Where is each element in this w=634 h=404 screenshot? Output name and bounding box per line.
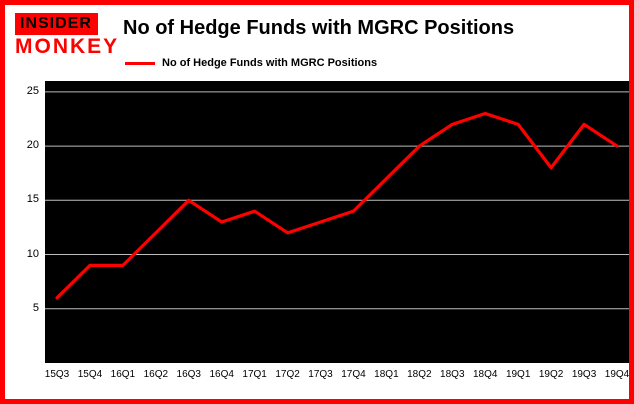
x-tick-label: 19Q2 — [538, 369, 564, 380]
y-tick-label: 15 — [26, 193, 39, 206]
x-tick-label: 18Q4 — [473, 369, 498, 380]
chart-title: No of Hedge Funds with MGRC Positions — [123, 17, 515, 39]
logo-insider-text: INSIDER — [15, 13, 98, 35]
x-tick-label: 17Q2 — [275, 369, 300, 380]
legend-label: No of Hedge Funds with MGRC Positions — [162, 57, 378, 69]
x-tick-label: 17Q3 — [308, 369, 333, 380]
legend-line-swatch — [125, 61, 155, 65]
y-tick-label: 25 — [26, 84, 39, 97]
chart-header: INSIDER MONKEY No of Hedge Funds with MG… — [11, 11, 623, 81]
plot-area — [45, 81, 629, 363]
y-axis: 5 10 15 20 25 — [11, 81, 45, 363]
x-tick-label: 16Q1 — [110, 369, 136, 380]
x-tick-label: 19Q3 — [571, 369, 597, 380]
line-series — [55, 111, 619, 300]
x-tick-label: 15Q3 — [44, 369, 70, 380]
x-axis: 15Q3 15Q4 16Q1 16Q2 16Q3 16Q4 17Q1 17Q2 17Q3 17Q4… — [45, 367, 629, 383]
x-tick-label: 19Q4 — [604, 369, 630, 380]
y-tick-label: 20 — [26, 139, 39, 152]
x-tick-label: 17Q1 — [242, 369, 267, 380]
x-tick-label: 16Q2 — [143, 369, 169, 380]
x-tick-label: 18Q3 — [440, 369, 465, 380]
x-tick-label: 15Q4 — [77, 369, 103, 380]
x-tick-label: 16Q4 — [209, 369, 234, 380]
x-tick-label: 18Q1 — [374, 369, 399, 380]
insider-monkey-logo: INSIDER MONKEY — [15, 13, 120, 58]
x-tick-label: 18Q2 — [407, 369, 432, 380]
x-tick-label: 19Q1 — [505, 369, 531, 380]
x-tick-label: 17Q4 — [341, 369, 366, 380]
x-tick-label: 16Q3 — [176, 369, 201, 380]
y-tick-label: 10 — [26, 247, 39, 260]
legend: No of Hedge Funds with MGRC Positions — [125, 57, 377, 69]
y-tick-label: 5 — [32, 301, 39, 314]
logo-monkey-text: MONKEY — [15, 35, 120, 58]
line-chart — [45, 91, 629, 310]
